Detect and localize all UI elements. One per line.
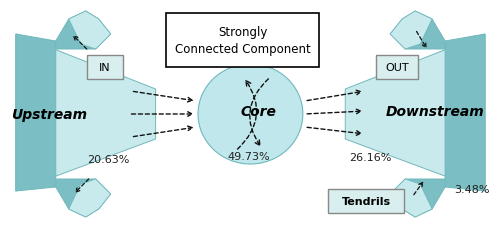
Polygon shape [56,179,110,217]
Text: Core: Core [240,105,276,118]
Text: IN: IN [99,63,110,73]
Text: OUT: OUT [386,63,409,73]
Polygon shape [390,12,432,50]
Text: Downstream: Downstream [386,105,484,118]
FancyBboxPatch shape [166,14,320,68]
FancyBboxPatch shape [376,56,418,80]
Ellipse shape [198,65,303,164]
Polygon shape [16,35,56,191]
Text: 26.16%: 26.16% [349,152,392,162]
Polygon shape [16,35,156,191]
Polygon shape [56,12,110,50]
Text: 3.48%: 3.48% [454,184,490,194]
Text: Upstream: Upstream [10,108,87,121]
Polygon shape [68,179,110,217]
Polygon shape [390,179,445,217]
Polygon shape [68,12,110,50]
Text: 49.73%: 49.73% [227,151,270,161]
Polygon shape [445,35,485,191]
Text: 20.63%: 20.63% [88,154,130,164]
Polygon shape [390,12,445,50]
Polygon shape [346,35,485,191]
Polygon shape [390,179,432,217]
FancyBboxPatch shape [328,189,404,213]
Text: Tendrils: Tendrils [342,196,391,206]
Text: Strongly
Connected Component: Strongly Connected Component [174,26,310,56]
FancyBboxPatch shape [86,56,122,80]
